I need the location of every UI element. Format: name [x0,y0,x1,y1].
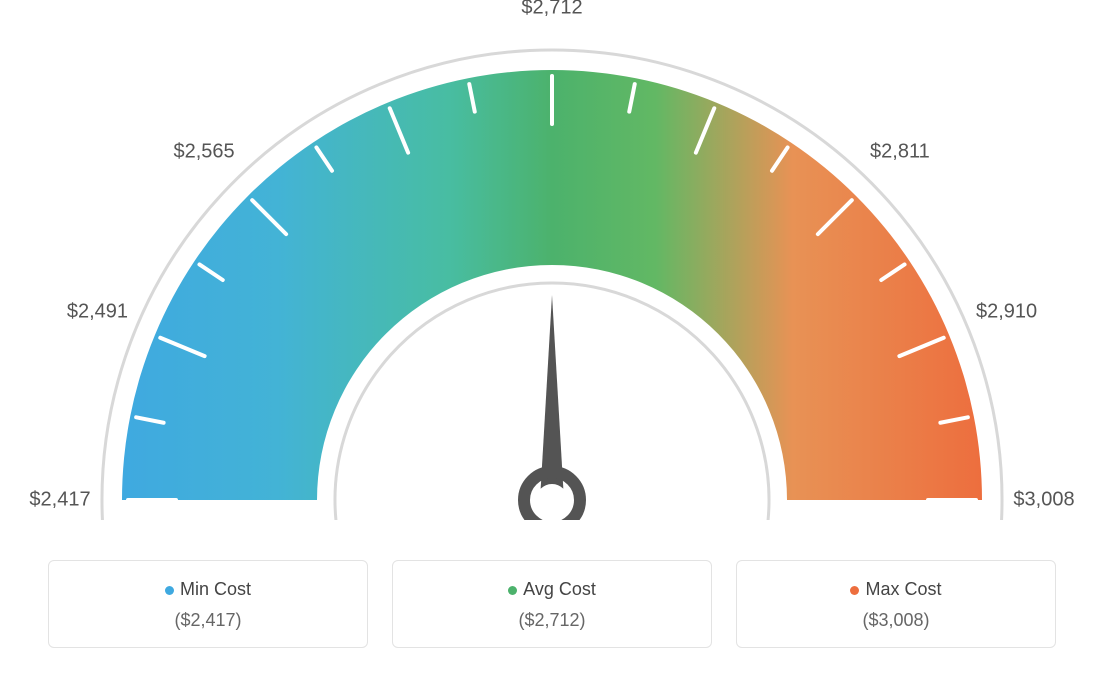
legend-title-max: Max Cost [757,579,1035,600]
legend-card-min: Min Cost ($2,417) [48,560,368,648]
gauge-tick-label: $2,712 [521,0,582,20]
legend-value-max: ($3,008) [757,610,1035,631]
gauge-tick-label: $3,008 [1013,489,1074,512]
gauge-svg [20,20,1084,520]
legend-value-avg: ($2,712) [413,610,691,631]
legend-dot-max [850,586,859,595]
legend-card-max: Max Cost ($3,008) [736,560,1056,648]
gauge-tick-label: $2,417 [29,489,90,512]
legend-value-min: ($2,417) [69,610,347,631]
gauge-tick-label: $2,491 [67,300,128,323]
gauge-tick-label: $2,811 [870,141,930,164]
gauge-tick-label: $2,565 [174,141,235,164]
legend-label-avg: Avg Cost [523,579,596,599]
gauge-chart: $2,417$2,491$2,565$2,712$2,811$2,910$3,0… [20,20,1084,520]
gauge-tick-label: $2,910 [976,300,1037,323]
legend-dot-avg [508,586,517,595]
legend-card-avg: Avg Cost ($2,712) [392,560,712,648]
legend-label-min: Min Cost [180,579,251,599]
legend-row: Min Cost ($2,417) Avg Cost ($2,712) Max … [20,560,1084,648]
legend-title-min: Min Cost [69,579,347,600]
legend-dot-min [165,586,174,595]
legend-label-max: Max Cost [865,579,941,599]
legend-title-avg: Avg Cost [413,579,691,600]
gauge-body [102,50,1002,520]
